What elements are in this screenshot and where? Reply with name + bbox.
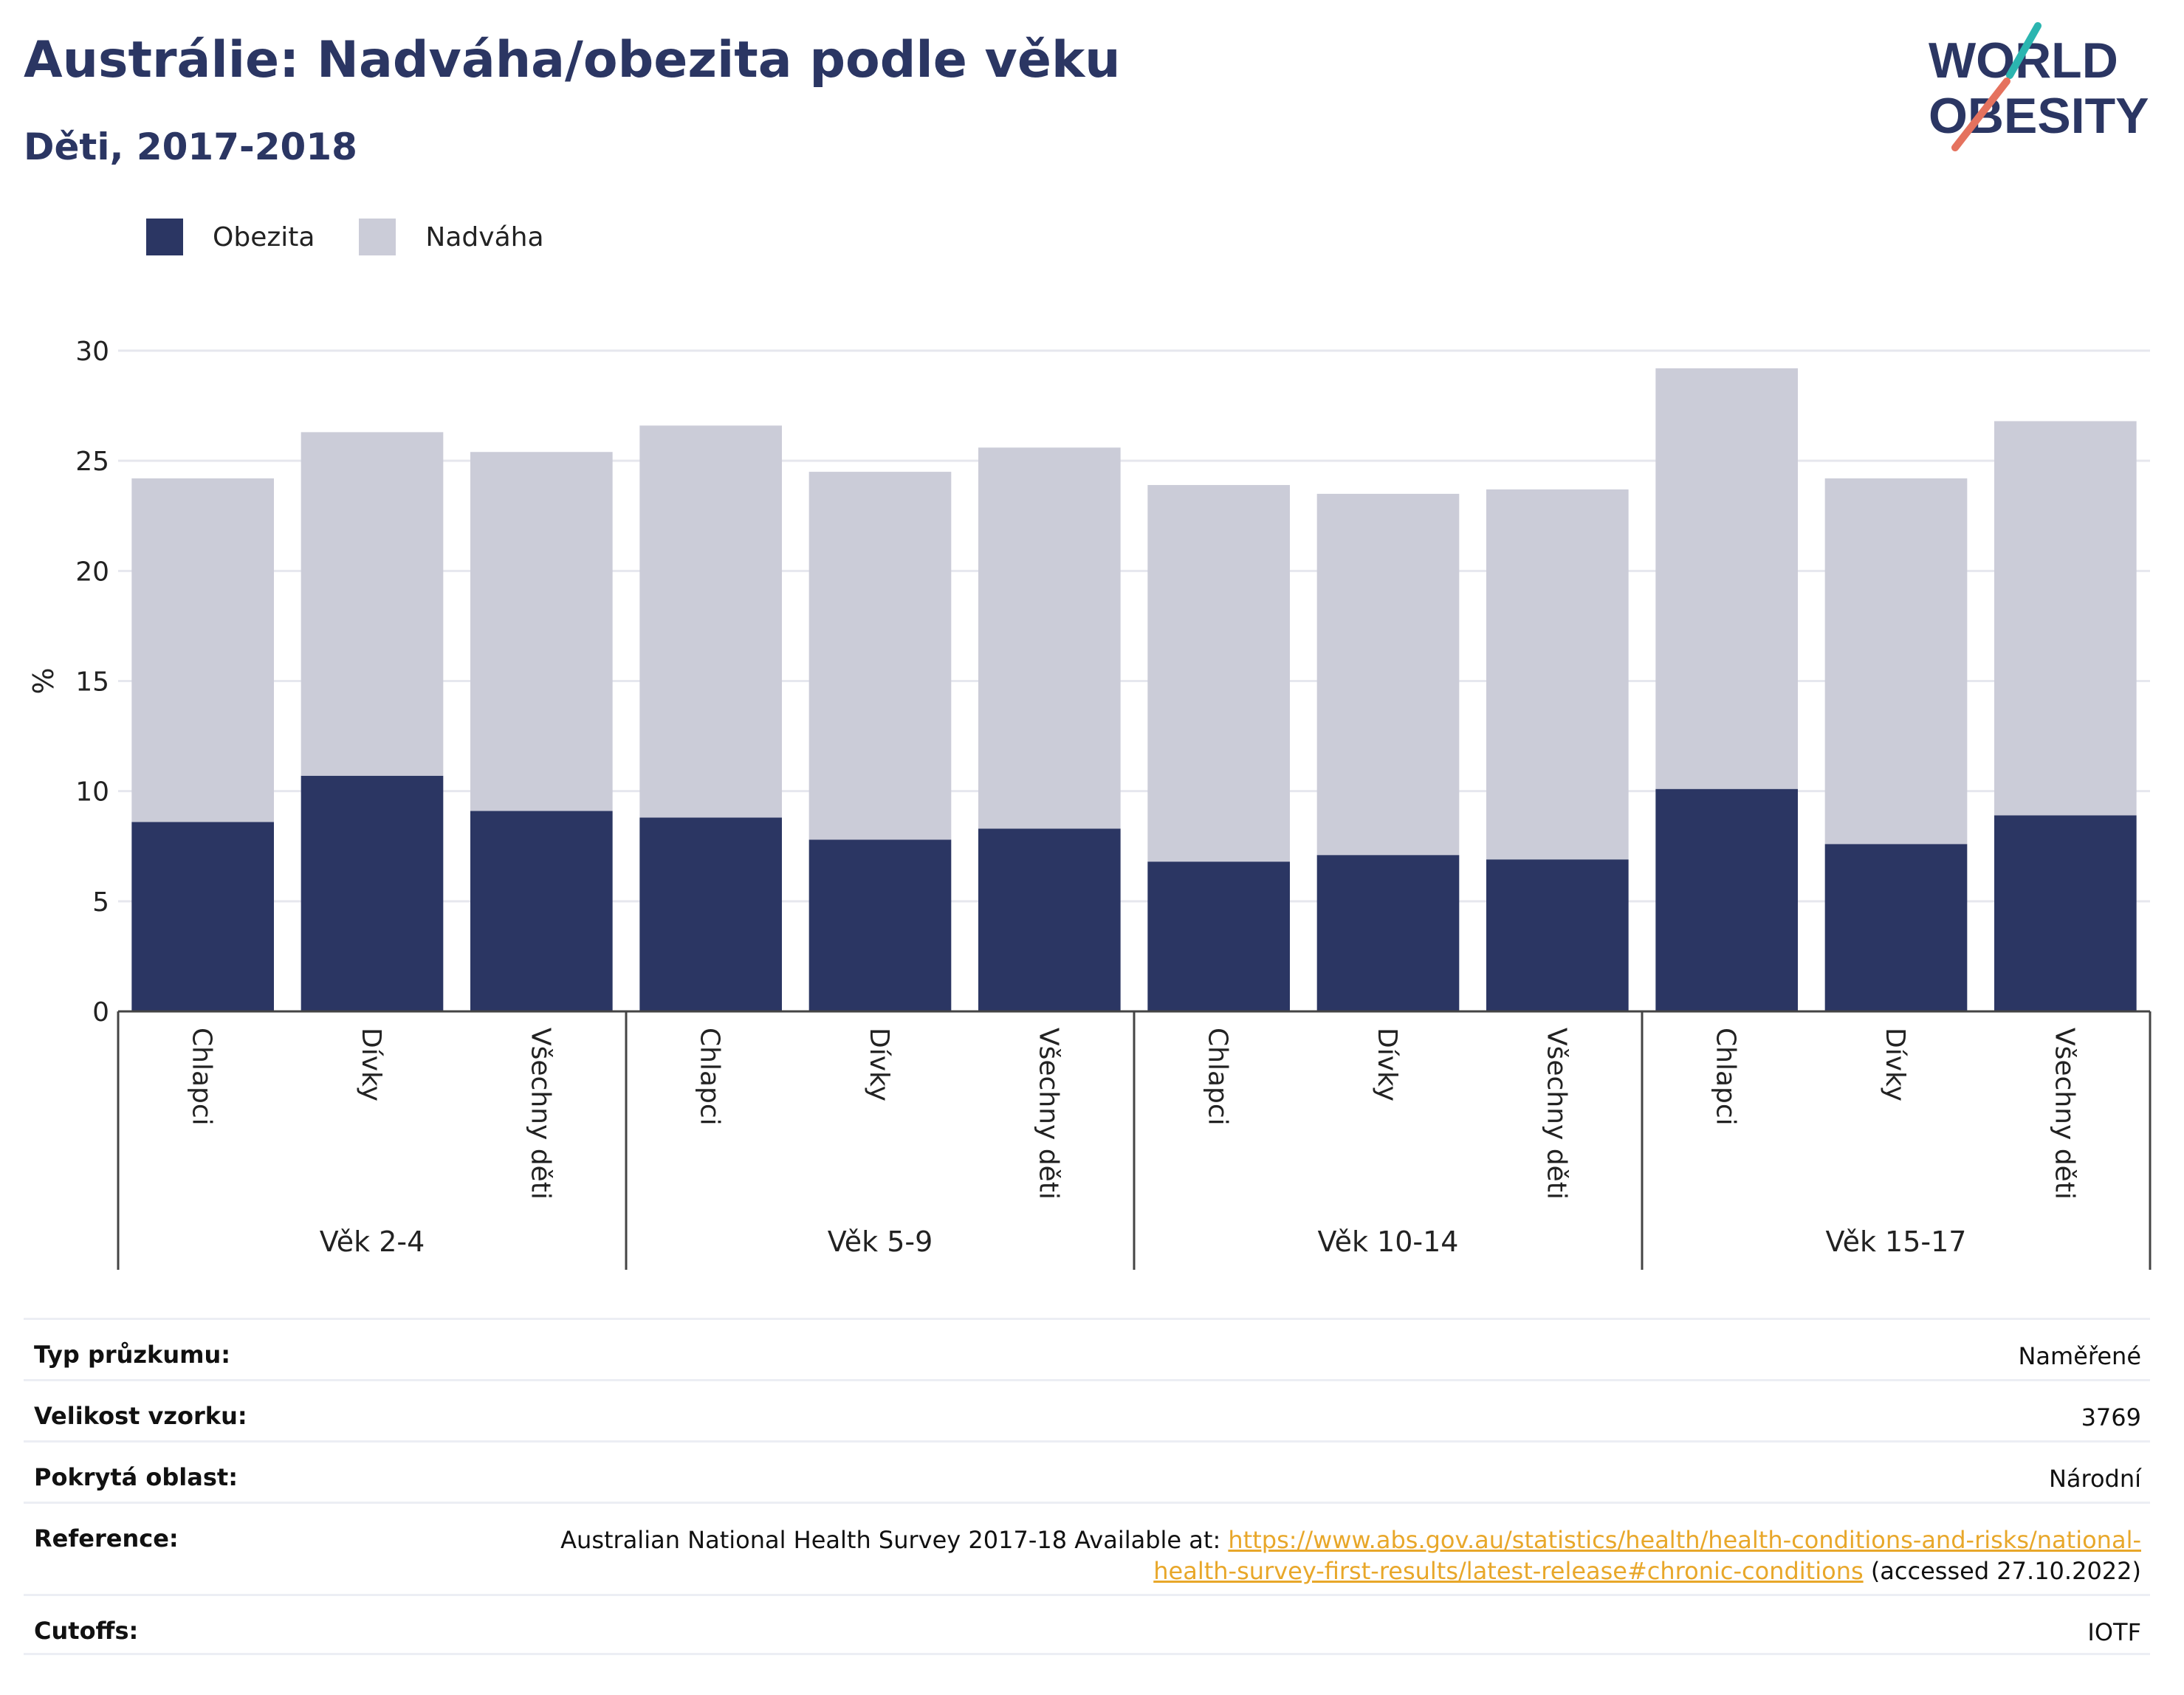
x-category-label: Dívky <box>1880 1028 1910 1101</box>
y-tick-label: 30 <box>75 337 109 367</box>
x-category-label: Dívky <box>864 1028 894 1101</box>
info-value: IOTF <box>2087 1618 2141 1646</box>
reference-accessed: (accessed 27.10.2022) <box>1863 1557 2141 1585</box>
bar-nadvaha <box>1655 368 1798 789</box>
logo-slash-teal <box>2006 22 2042 79</box>
bar-nadvaha <box>639 425 782 818</box>
bar-nadvaha <box>301 432 444 776</box>
x-group-label: Věk 15-17 <box>1826 1225 1967 1258</box>
y-axis-label: % <box>27 667 60 694</box>
reference-link-part1: https://www.abs.gov.au/statistics/health… <box>1228 1526 2141 1554</box>
x-category-label: Všechny děti <box>2049 1028 2079 1200</box>
reference-text: Australian National Health Survey 2017-1… <box>560 1526 1229 1554</box>
y-tick-label: 0 <box>92 997 109 1028</box>
bar-obezita <box>1147 862 1290 1011</box>
info-row-reference: Reference: Australian National Health Su… <box>24 1502 2150 1594</box>
info-value: Národní <box>2048 1465 2141 1493</box>
y-tick-label: 20 <box>75 557 109 587</box>
x-group-label: Věk 2-4 <box>320 1225 425 1258</box>
bar-obezita <box>808 839 952 1011</box>
legend-label-obezita: Obezita <box>213 221 315 252</box>
bar-nadvaha <box>1147 484 1290 862</box>
legend-label-nadvaha: Nadváha <box>425 221 544 252</box>
bar-obezita <box>1824 844 1968 1011</box>
chart-subtitle: Děti, 2017-2018 <box>24 126 357 168</box>
info-row-cutoffs: Cutoffs: IOTF <box>24 1594 2150 1655</box>
x-group-label: Věk 10-14 <box>1318 1225 1459 1258</box>
info-label: Typ průzkumu: <box>34 1341 231 1369</box>
reference-link-part2: health-survey-first-results/latest-relea… <box>1153 1557 1864 1585</box>
bar-nadvaha <box>1316 493 1460 856</box>
x-category-label: Chlapci <box>1203 1028 1233 1126</box>
stacked-bar-chart: 0 5 10 15 20 25 30% Chlapci Dívky Všechny děti Věk… <box>27 337 2152 1270</box>
bar-nadvaha <box>1994 421 2137 816</box>
bar-nadvaha <box>1824 478 1968 845</box>
x-category-label: Všechny děti <box>525 1028 555 1200</box>
x-category-label: Dívky <box>356 1028 386 1101</box>
info-value: Australian National Health Survey 2017-1… <box>560 1524 2141 1586</box>
info-value: Naměřené <box>2018 1342 2141 1370</box>
bar-obezita <box>301 775 444 1011</box>
bar-obezita <box>1994 815 2137 1011</box>
bar-nadvaha <box>131 478 274 822</box>
x-category-label: Všechny děti <box>1541 1028 1571 1200</box>
info-row-coverage: Pokrytá oblast: Národní <box>24 1440 2150 1502</box>
info-value: 3769 <box>2081 1403 2141 1431</box>
x-category-label: Všechny děti <box>1033 1028 1063 1200</box>
info-label: Reference: <box>34 1524 179 1553</box>
bar-nadvaha <box>470 452 613 811</box>
bar-obezita <box>131 822 274 1011</box>
bar-obezita <box>1655 788 1798 1011</box>
info-label: Pokrytá oblast: <box>34 1463 238 1491</box>
y-tick-label: 15 <box>75 667 109 698</box>
bar-obezita <box>639 817 782 1011</box>
x-group-label: Věk 5-9 <box>828 1225 933 1258</box>
x-category-label: Chlapci <box>695 1028 725 1126</box>
x-category-label: Chlapci <box>187 1028 217 1126</box>
bar-nadvaha <box>1486 489 1629 860</box>
bar-obezita <box>1486 859 1629 1011</box>
legend-swatch-obezita <box>146 219 183 255</box>
bar-obezita <box>978 828 1121 1011</box>
x-category-label: Chlapci <box>1711 1028 1741 1126</box>
info-label: Cutoffs: <box>34 1617 139 1645</box>
info-row-sample-size: Velikost vzorku: 3769 <box>24 1379 2150 1440</box>
world-obesity-logo: WORLD OBESITY <box>1929 22 2149 151</box>
x-category-label: Dívky <box>1372 1028 1402 1101</box>
bar-nadvaha <box>978 447 1121 829</box>
chart-title: Austrálie: Nadváha/obezita podle věku <box>24 31 1121 89</box>
info-label: Velikost vzorku: <box>34 1402 247 1430</box>
logo-slash-coral <box>1951 78 2010 151</box>
bar-obezita <box>1316 855 1460 1011</box>
y-tick-label: 25 <box>75 447 109 477</box>
legend-swatch-nadvaha <box>359 219 396 255</box>
bar-obezita <box>470 811 613 1011</box>
survey-info-table: Typ průzkumu: Naměřené Velikost vzorku: … <box>24 1318 2150 1655</box>
legend: Obezita Nadváha <box>146 219 588 255</box>
y-tick-label: 10 <box>75 777 109 808</box>
info-row-survey-type: Typ průzkumu: Naměřené <box>24 1318 2150 1379</box>
logo-line1: WORLD <box>1929 32 2118 89</box>
reference-link[interactable]: https://www.abs.gov.au/statistics/health… <box>1153 1526 2141 1585</box>
y-tick-label: 5 <box>92 887 109 918</box>
bar-nadvaha <box>808 472 952 840</box>
